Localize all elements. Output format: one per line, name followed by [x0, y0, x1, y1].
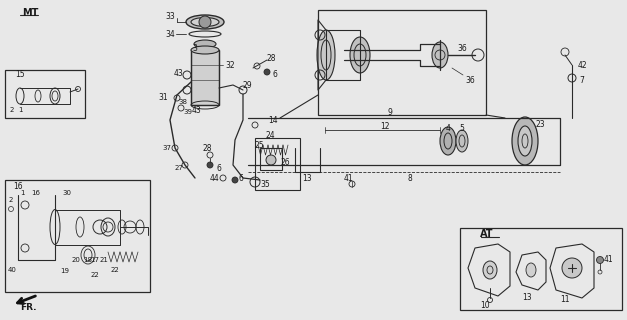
Circle shape	[199, 16, 211, 28]
Text: AT: AT	[480, 229, 493, 239]
Text: 15: 15	[15, 69, 24, 78]
Circle shape	[562, 258, 582, 278]
Text: 37: 37	[162, 145, 172, 151]
Text: 6: 6	[216, 164, 221, 172]
Text: 35: 35	[260, 180, 270, 188]
Text: 18: 18	[83, 257, 93, 263]
Bar	[191, 50, 219, 105]
Text: 23: 23	[535, 119, 545, 129]
Text: 16: 16	[13, 181, 23, 190]
Text: 16: 16	[31, 190, 41, 196]
Text: 6: 6	[238, 173, 243, 182]
Text: 13: 13	[302, 173, 312, 182]
Ellipse shape	[440, 127, 456, 155]
Text: 7: 7	[579, 76, 584, 84]
Ellipse shape	[194, 40, 216, 48]
Bar	[191, 50, 219, 105]
Text: 32: 32	[225, 60, 234, 69]
Ellipse shape	[518, 126, 532, 156]
Text: 13: 13	[522, 293, 532, 302]
Text: 43: 43	[192, 106, 202, 115]
Text: 4: 4	[446, 124, 450, 132]
Ellipse shape	[456, 130, 468, 152]
Circle shape	[596, 257, 604, 263]
Text: 5: 5	[460, 124, 465, 132]
Text: 40: 40	[8, 267, 16, 273]
Text: 1: 1	[19, 190, 24, 196]
Text: 27: 27	[174, 165, 184, 171]
Text: 12: 12	[380, 122, 390, 131]
Text: 42: 42	[577, 60, 587, 69]
Circle shape	[232, 177, 238, 183]
Circle shape	[207, 162, 213, 168]
Bar	[260, 148, 282, 170]
Bar	[460, 228, 622, 310]
Ellipse shape	[526, 263, 536, 277]
Text: 41: 41	[603, 255, 613, 265]
Text: 1: 1	[18, 107, 22, 113]
Circle shape	[264, 69, 270, 75]
Text: 24: 24	[265, 131, 275, 140]
Text: 22: 22	[91, 272, 99, 278]
Text: 41: 41	[343, 173, 353, 182]
Text: 26: 26	[280, 157, 290, 166]
Text: 38: 38	[179, 99, 187, 105]
Text: 36: 36	[465, 76, 475, 84]
Text: 31: 31	[158, 92, 168, 101]
Text: 44: 44	[210, 173, 220, 182]
Ellipse shape	[512, 117, 538, 165]
Text: 21: 21	[100, 257, 108, 263]
Bar	[5, 180, 150, 292]
Text: 39: 39	[184, 109, 192, 115]
Ellipse shape	[483, 261, 497, 279]
Text: 2: 2	[9, 197, 13, 203]
Ellipse shape	[317, 30, 335, 80]
Text: 6: 6	[273, 69, 277, 78]
Text: 10: 10	[480, 300, 490, 309]
Ellipse shape	[191, 46, 219, 54]
Text: 8: 8	[408, 173, 413, 182]
Text: 43: 43	[173, 68, 183, 77]
Text: 34: 34	[165, 29, 175, 38]
Text: 20: 20	[71, 257, 80, 263]
Text: FR.: FR.	[19, 302, 36, 311]
Text: 2: 2	[10, 107, 14, 113]
Text: 19: 19	[60, 268, 70, 274]
Text: MT: MT	[22, 8, 38, 18]
Ellipse shape	[432, 42, 448, 68]
Circle shape	[266, 155, 276, 165]
Text: 11: 11	[561, 295, 570, 305]
Text: 14: 14	[268, 116, 278, 124]
Text: 29: 29	[242, 81, 252, 90]
Text: 30: 30	[63, 190, 71, 196]
Text: 36: 36	[457, 44, 467, 52]
Bar	[318, 10, 486, 115]
Bar	[255, 138, 300, 190]
Text: 25: 25	[254, 140, 264, 149]
Ellipse shape	[350, 37, 370, 73]
Ellipse shape	[186, 15, 224, 29]
Text: 28: 28	[203, 143, 212, 153]
Text: 28: 28	[266, 53, 276, 62]
Text: 33: 33	[165, 12, 175, 20]
Text: 3: 3	[192, 44, 198, 52]
Bar	[5, 70, 85, 118]
Text: 9: 9	[387, 108, 393, 116]
Text: 17: 17	[90, 257, 100, 263]
Ellipse shape	[191, 18, 219, 27]
Text: 22: 22	[110, 267, 119, 273]
